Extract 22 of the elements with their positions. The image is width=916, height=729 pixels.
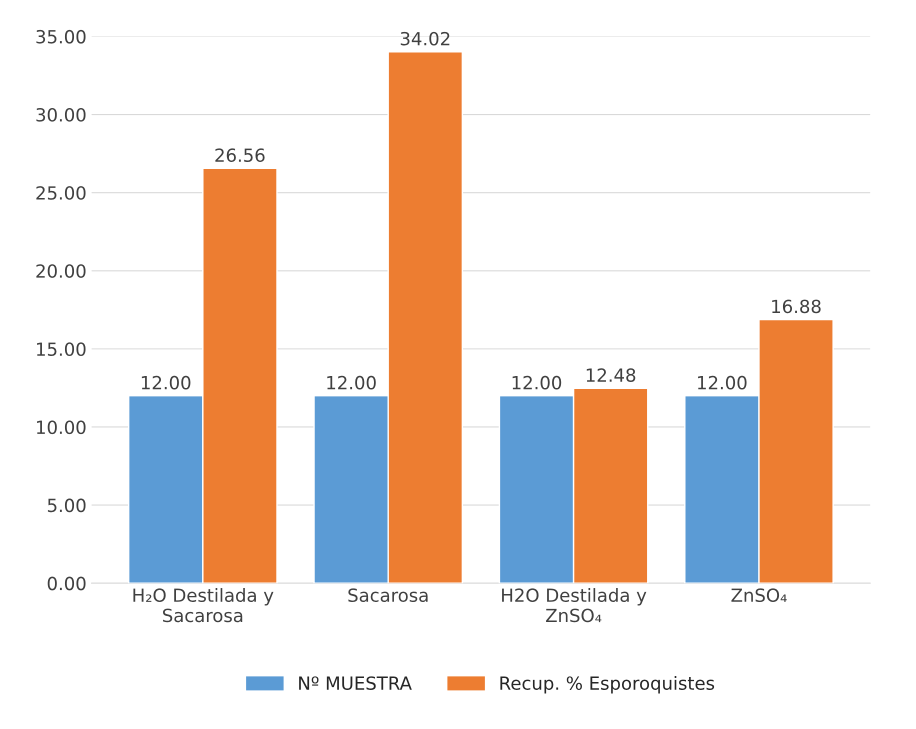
data-label: 16.88	[772, 300, 821, 314]
y-tick-label: 35.00	[36, 30, 86, 44]
legend-label: Nº MUESTRA	[299, 676, 412, 690]
data-label: 26.56	[215, 148, 265, 162]
x-tick-label: H₂O Destilada y Sacarosa	[133, 588, 274, 622]
x-tick-label: ZnSO₄	[731, 588, 787, 602]
data-label: 34.02	[400, 32, 450, 46]
y-tick-label: 15.00	[37, 342, 86, 356]
x-tick-label: H2O Destilada y ZnSO₄	[502, 588, 646, 622]
data-label: 12.00	[327, 376, 376, 390]
data-label: 12.48	[586, 368, 636, 382]
y-tick-label: 20.00	[36, 264, 86, 278]
data-label: 12.00	[698, 376, 747, 390]
y-tick-label: 30.00	[36, 108, 86, 122]
data-label: 12.00	[512, 376, 562, 390]
y-tick-label: 25.00	[36, 186, 86, 200]
x-tick-label: Sacarosa	[348, 588, 428, 602]
data-label: 12.00	[142, 376, 190, 390]
legend-label: Recup. % Esporoquistes	[500, 676, 714, 694]
y-tick-label: 0.00	[48, 576, 86, 590]
y-tick-label: 10.00	[37, 420, 86, 434]
y-tick-label: 5.00	[48, 498, 86, 512]
